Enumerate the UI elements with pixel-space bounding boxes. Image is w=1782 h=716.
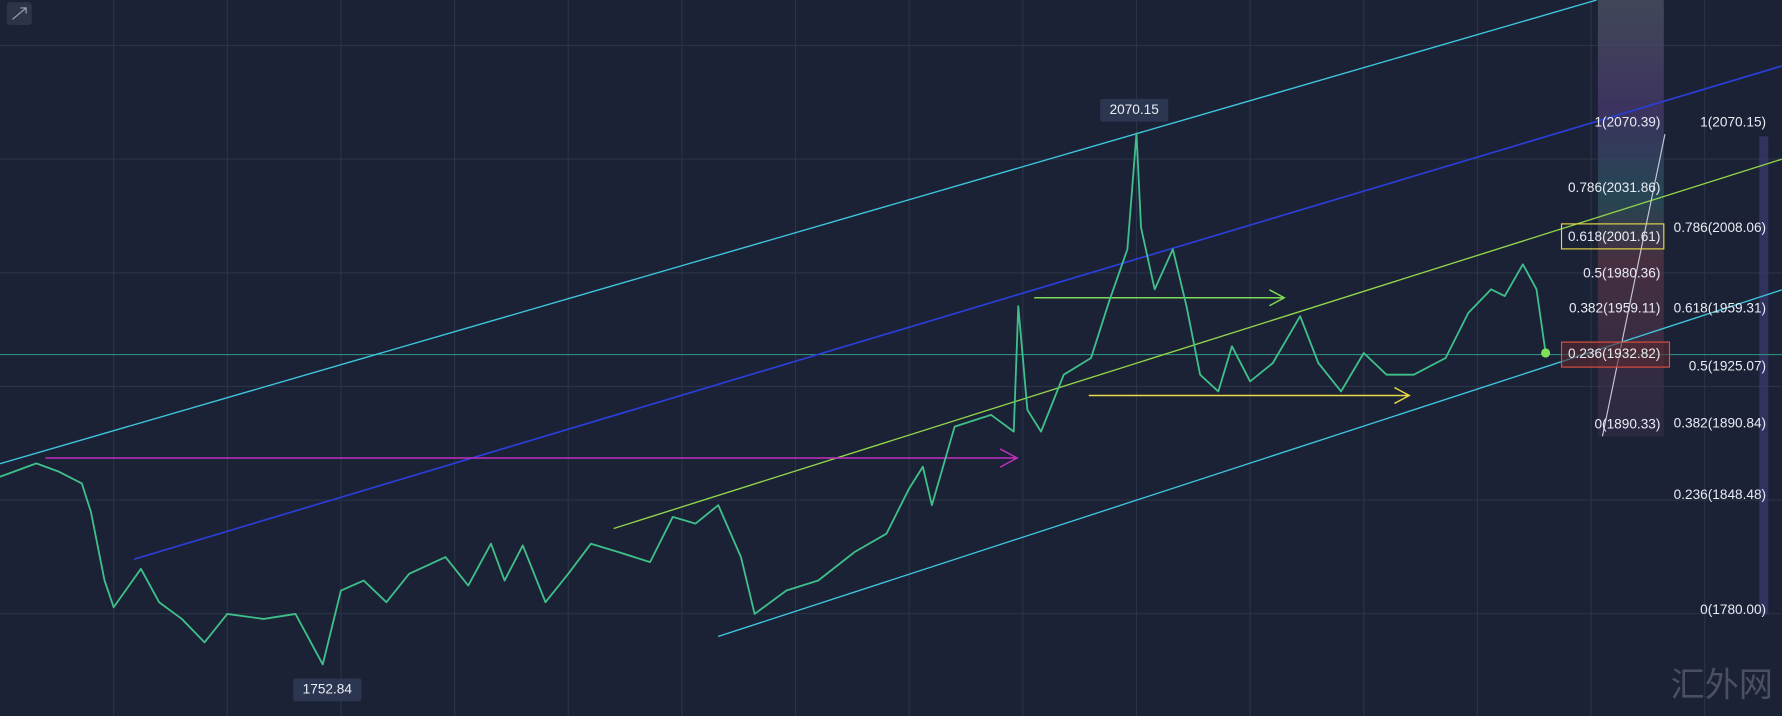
fib-box [1560,341,1671,368]
fib-label: 1(2070.39) [1594,114,1660,129]
price-line [0,132,1547,666]
marks [0,132,1551,666]
channel-line [0,0,1597,465]
fib-zone-right [1759,136,1769,614]
fib-label: 0.786(2008.06) [1674,220,1766,235]
fib-box [1560,223,1665,250]
fib-label: 0.236(1848.48) [1674,487,1766,502]
arrows [45,289,1411,468]
price-label: 2070.15 [1110,102,1159,117]
fib-label: 0.382(1890.84) [1674,416,1766,431]
channel-line [613,158,1782,530]
channel-line [133,65,1782,560]
price-tag [293,678,362,702]
fib-zone [1597,0,1664,437]
fib-label: 0.382(1959.11) [1569,301,1660,316]
fib-label: 0.618(2001.61) [1568,229,1660,244]
fib-label: 0.236(1932.82) [1568,346,1660,361]
fib-trend [1601,133,1666,437]
fib-label: 0.5(1980.36) [1583,265,1660,280]
fib-label: 0(1780.00) [1700,602,1766,617]
fib-label: 0(1890.33) [1594,417,1660,432]
last-price-dot [1541,348,1551,358]
fib-label: 0.786(2031.86) [1568,180,1660,195]
fib-label: 0.5(1925.07) [1689,359,1766,374]
fib-label: 0.618(1959.31) [1674,301,1766,316]
price-label: 1752.84 [303,681,353,696]
price-tag [1100,98,1169,122]
watermark: 汇外网 [1671,666,1773,706]
tool-icon [12,7,27,20]
fib-label: 1(2070.15) [1700,114,1766,129]
